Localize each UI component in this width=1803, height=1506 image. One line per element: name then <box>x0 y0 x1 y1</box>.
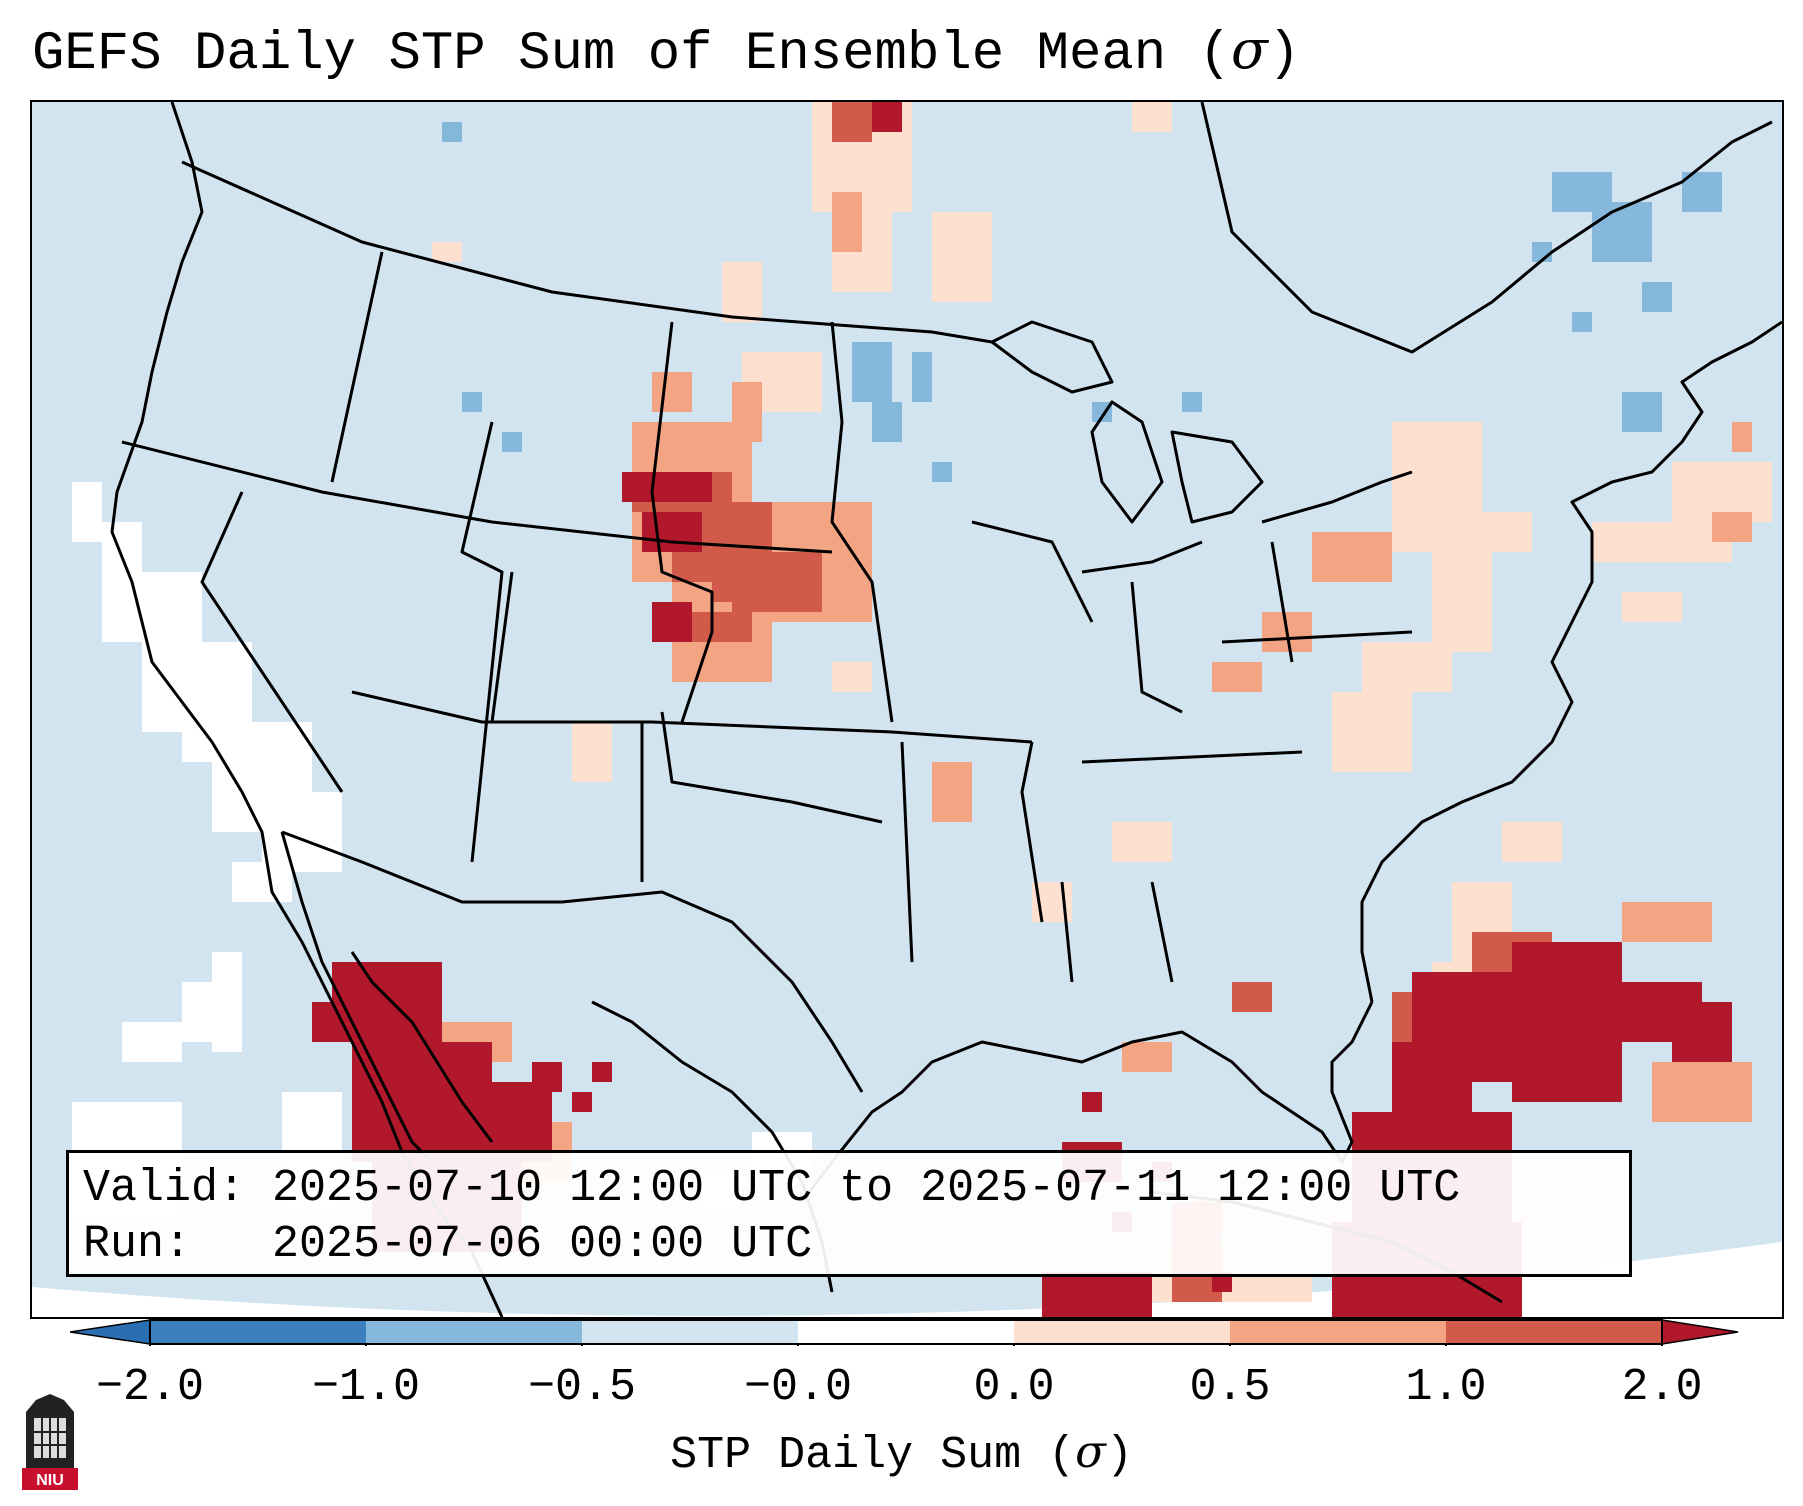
colorbar-segment-5 <box>1014 1320 1230 1344</box>
colorbar-extend-low <box>70 1319 151 1345</box>
colorbar-tick-label: 2.0 <box>1621 1362 1703 1413</box>
colorbar <box>70 1319 1739 1346</box>
chart-title: GEFS Daily STP Sum of Ensemble Mean (σ) <box>32 18 1301 85</box>
colorbar-ticks <box>149 1344 1663 1346</box>
niu-logo: NIU <box>22 1394 78 1490</box>
svg-text:NIU: NIU <box>36 1472 64 1489</box>
colorbar-tick-label: 1.0 <box>1405 1362 1487 1413</box>
run-time-text: Run: 2025-07-06 00:00 UTC <box>83 1219 813 1270</box>
colorbar-tick-label: 0.0 <box>973 1362 1055 1413</box>
map-svg <box>32 102 1782 1317</box>
colorbar-tick-label: 0.5 <box>1189 1362 1271 1413</box>
anomaly-negative <box>442 122 1722 482</box>
colorbar-segment-1 <box>150 1320 366 1344</box>
colorbar-outline <box>149 1319 1663 1345</box>
colorbar-segment-6 <box>1230 1320 1446 1344</box>
colorbar-tick-label: −0.0 <box>743 1362 853 1413</box>
colorbar-tick-label: −2.0 <box>95 1362 205 1413</box>
valid-time-text: Valid: 2025-07-10 12:00 UTC to 2025-07-1… <box>83 1163 1461 1214</box>
colorbar-extend-high <box>1661 1319 1739 1345</box>
colorbar-segment-3 <box>582 1320 798 1344</box>
colorbar-label: STP Daily Sum (σ) <box>670 1425 1133 1481</box>
colorbar-tick-label: −1.0 <box>311 1362 421 1413</box>
colorbar-tick-label: −0.5 <box>527 1362 637 1413</box>
colorbar-segment-2 <box>366 1320 582 1344</box>
valid-run-info-box: Valid: 2025-07-10 12:00 UTC to 2025-07-1… <box>66 1150 1632 1277</box>
colorbar-segment-7 <box>1446 1320 1662 1344</box>
map-panel <box>30 100 1784 1319</box>
colorbar-segment-4 <box>798 1320 1014 1344</box>
